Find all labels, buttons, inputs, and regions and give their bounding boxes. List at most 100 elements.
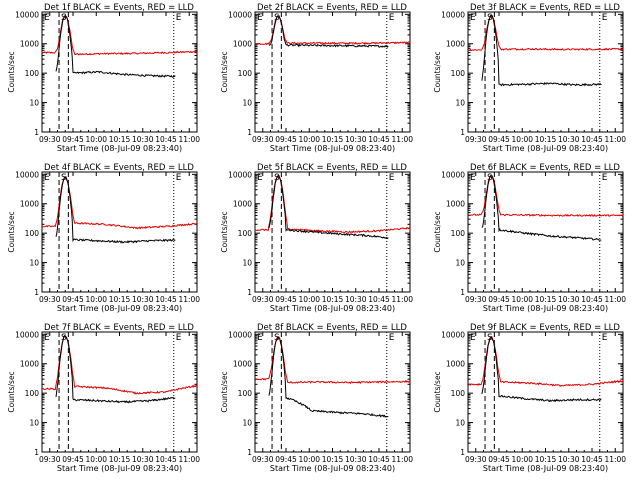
detector-panel-4: Det 4f BLACK = Events, RED = LLD 09:30 09:… [7,163,200,313]
marker-label-e-start: E [257,333,263,343]
marker-label-e-end: E [389,173,395,183]
x-tick-label: 09:45 [62,455,84,464]
x-tick-label: 09:45 [62,295,84,304]
y-axis-label: Counts/sec [220,371,229,412]
y-tick-label: 100 [238,69,253,78]
events-series-line [55,15,176,78]
x-tick-label: 10:15 [322,135,344,144]
marker-label-s: S [61,333,67,343]
y-tick-label: 10 [455,99,465,108]
x-tick-label: 11:00 [178,295,200,304]
y-axis-label: Counts/sec [433,211,442,252]
y-tick-label: 1000 [20,360,39,369]
y-tick-label: 100 [25,69,40,78]
x-tick-label: 11:00 [178,135,200,144]
x-tick-label: 10:00 [511,135,533,144]
x-tick-label: 10:45 [155,295,177,304]
marker-label-e-end: E [602,333,608,343]
x-tick-label: 09:30 [39,455,61,464]
y-tick-label: 1 [34,448,39,457]
x-tick-label: 09:30 [252,135,274,144]
x-tick-label: 09:30 [465,455,487,464]
panel-title: Det 7f BLACK = Events, RED = LLD [44,323,194,333]
x-tick-label: 09:30 [252,295,274,304]
y-tick-label: 1 [247,288,252,297]
x-tick-label: 10:00 [298,135,320,144]
x-tick-label: 11:00 [604,135,626,144]
x-tick-label: 09:30 [465,295,487,304]
x-tick-label: 09:45 [275,135,297,144]
detector-panel-1: Det 1f BLACK = Events, RED = LLD 09:30 09:… [7,3,200,153]
y-tick-label: 100 [238,389,253,398]
y-tick-label: 1000 [20,40,39,49]
panel-title: Det 9f BLACK = Events, RED = LLD [470,323,620,333]
x-tick-label: 10:00 [511,295,533,304]
y-tick-label: 100 [451,229,466,238]
y-tick-label: 10000 [228,330,252,339]
y-tick-label: 10000 [15,10,39,19]
lld-series-line [467,174,624,218]
detector-panel-6: Det 6f BLACK = Events, RED = LLD 09:30 09:… [433,163,626,313]
marker-label-e-end: E [389,333,395,343]
x-tick-label: 10:30 [345,455,367,464]
x-tick-label: 10:00 [85,135,107,144]
panel-title: Det 8f BLACK = Events, RED = LLD [257,323,407,333]
x-axis-label: Start Time (08-Jul-09 08:23:40) [270,464,395,473]
x-tick-label: 09:30 [465,135,487,144]
marker-label-e-start: E [44,173,50,183]
x-tick-label: 10:15 [322,455,344,464]
x-tick-label: 10:45 [581,455,603,464]
x-tick-label: 10:15 [109,295,131,304]
detector-panel-8: Det 8f BLACK = Events, RED = LLD 09:30 09:… [220,323,413,473]
y-tick-label: 1 [34,128,39,137]
x-tick-label: 10:15 [109,135,131,144]
x-axis-label: Start Time (08-Jul-09 08:23:40) [483,464,608,473]
x-tick-label: 10:15 [109,455,131,464]
marker-label-e-end: E [602,13,608,23]
marker-label-e-start: E [470,333,476,343]
detector-panel-9: Det 9f BLACK = Events, RED = LLD 09:30 09:… [433,323,626,473]
x-tick-label: 11:00 [391,295,413,304]
y-tick-label: 1000 [233,360,252,369]
x-axis-label: Start Time (08-Jul-09 08:23:40) [57,144,182,153]
y-tick-label: 1 [460,288,465,297]
x-tick-label: 11:00 [178,455,200,464]
y-tick-label: 1000 [233,200,252,209]
y-tick-label: 10000 [15,330,39,339]
x-tick-label: 10:30 [345,135,367,144]
x-tick-label: 10:30 [345,295,367,304]
x-tick-label: 09:45 [275,455,297,464]
marker-label-e-start: E [470,13,476,23]
events-series-line [268,174,389,240]
x-axis-label: Start Time (08-Jul-09 08:23:40) [270,304,395,313]
y-tick-label: 10000 [228,10,252,19]
x-tick-label: 09:30 [252,455,274,464]
events-series-line [55,335,176,404]
events-series-line [481,336,602,403]
x-tick-label: 10:00 [298,455,320,464]
detector-panel-7: Det 7f BLACK = Events, RED = LLD 09:30 09:… [7,323,200,473]
detector-panel-2: Det 2f BLACK = Events, RED = LLD 09:30 09:… [220,3,413,153]
y-axis-label: Counts/sec [220,51,229,92]
x-tick-label: 10:30 [558,455,580,464]
y-tick-label: 10 [29,419,39,428]
x-tick-label: 09:30 [39,295,61,304]
y-tick-label: 10000 [228,170,252,179]
events-series-line [268,336,389,418]
y-tick-label: 10 [242,419,252,428]
y-tick-label: 1 [460,128,465,137]
x-tick-label: 11:00 [391,135,413,144]
x-tick-label: 10:00 [85,295,107,304]
y-axis-label: Counts/sec [7,371,16,412]
x-tick-label: 10:45 [581,135,603,144]
x-tick-label: 10:00 [298,295,320,304]
y-tick-label: 10000 [441,170,465,179]
x-tick-label: 10:30 [558,135,580,144]
panel-title: Det 3f BLACK = Events, RED = LLD [470,3,620,13]
x-tick-label: 10:45 [368,135,390,144]
x-tick-label: 10:30 [132,135,154,144]
x-tick-label: 11:00 [391,455,413,464]
x-tick-label: 10:15 [535,455,557,464]
marker-label-e-end: E [176,13,182,23]
